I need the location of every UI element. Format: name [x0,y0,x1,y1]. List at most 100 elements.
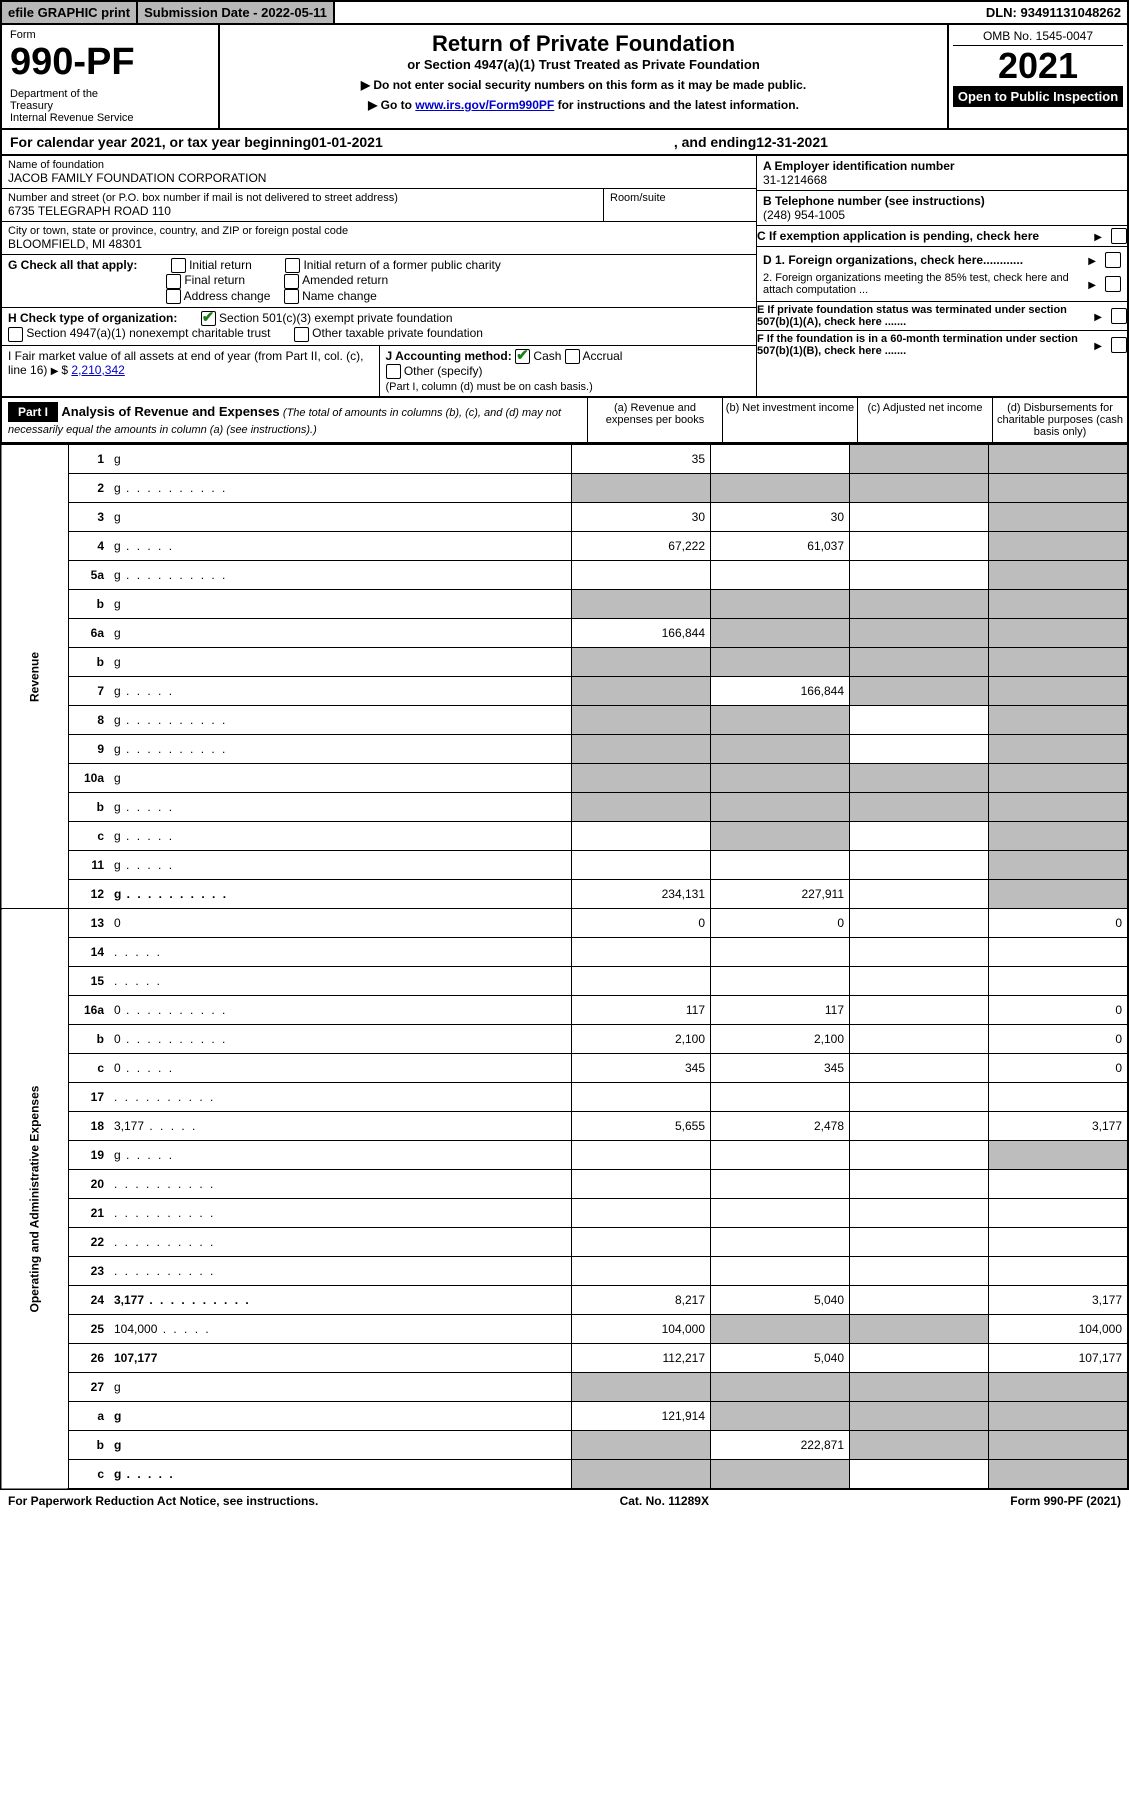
col-a-value [572,793,711,822]
col-b-value: 5,040 [711,1286,850,1315]
city-cell: City or town, state or province, country… [2,222,756,255]
col-c-value [850,996,989,1025]
line-number: 9 [69,735,110,764]
line-number: 11 [69,851,110,880]
col-c-value [850,1402,989,1431]
chk-c[interactable] [1111,228,1127,244]
line-number: 19 [69,1141,110,1170]
efile-label[interactable]: efile GRAPHIC print [2,2,138,23]
calyear-begin: 01-01-2021 [311,134,383,150]
line-description: g [109,1402,572,1431]
col-c-value [850,1460,989,1490]
col-a-head: (a) Revenue and expenses per books [587,398,722,442]
col-c-value [850,1228,989,1257]
calendar-year-row: For calendar year 2021, or tax year begi… [0,130,1129,156]
line-description: 3,177 [109,1286,572,1315]
h-cell: H Check type of organization: Section 50… [2,308,756,346]
chk-address-change[interactable] [166,289,181,304]
chk-d1[interactable] [1105,252,1121,268]
table-row: 4g67,22261,037 [1,532,1128,561]
c-label: C If exemption application is pending, c… [757,229,1039,243]
chk-501c3[interactable] [201,311,216,326]
table-row: 17 [1,1083,1128,1112]
col-c-value [850,503,989,532]
table-row: c03453450 [1,1054,1128,1083]
chk-initial-former[interactable] [285,258,300,273]
table-row: 2g [1,474,1128,503]
col-c-value [850,1170,989,1199]
col-d-value: 107,177 [989,1344,1129,1373]
col-d-value [989,938,1129,967]
col-d-value: 0 [989,1025,1129,1054]
chk-other-method[interactable] [386,364,401,379]
table-row: 183,1775,6552,4783,177 [1,1112,1128,1141]
chk-accrual[interactable] [565,349,580,364]
col-d-value [989,474,1129,503]
col-d-value [989,967,1129,996]
chk-e[interactable] [1111,308,1127,324]
g-cell: G Check all that apply: Initial return I… [2,255,756,308]
col-b-value [711,706,850,735]
line-number: 13 [69,909,110,938]
col-c-value [850,532,989,561]
e-cell: E If private foundation status was termi… [757,302,1127,331]
line-description: g [109,1431,572,1460]
col-a-value [572,648,711,677]
line-number: 25 [69,1315,110,1344]
table-row: bg [1,793,1128,822]
col-d-value [989,445,1129,474]
col-b-value: 30 [711,503,850,532]
line-description: 3,177 [109,1112,572,1141]
col-b-value [711,1460,850,1490]
col-b-value [711,735,850,764]
col-c-value [850,851,989,880]
col-c-value [850,474,989,503]
i-value[interactable]: 2,210,342 [71,363,124,377]
j-note: (Part I, column (d) must be on cash basi… [386,381,593,393]
chk-cash[interactable] [515,349,530,364]
line-number: c [69,1460,110,1490]
line-number: b [69,793,110,822]
col-b-value [711,561,850,590]
entity-right: A Employer identification number 31-1214… [757,156,1127,396]
i-cell: I Fair market value of all assets at end… [2,346,380,397]
line-description: g [109,1373,572,1402]
line-description: g [109,648,572,677]
line-description: g [109,474,572,503]
chk-f[interactable] [1111,337,1127,353]
table-row: 7g166,844 [1,677,1128,706]
col-c-head: (c) Adjusted net income [857,398,992,442]
j-label: J Accounting method: [386,349,512,363]
chk-initial-return[interactable] [171,258,186,273]
col-a-value [572,706,711,735]
col-a-value [572,1431,711,1460]
col-a-value [572,764,711,793]
line-description: 107,177 [109,1344,572,1373]
col-d-value [989,532,1129,561]
col-b-value [711,1315,850,1344]
chk-4947[interactable] [8,327,23,342]
dln-label: DLN: [986,5,1021,20]
chk-d2[interactable] [1105,276,1121,292]
instructions-link[interactable]: www.irs.gov/Form990PF [415,98,554,112]
col-c-value [850,1112,989,1141]
part1-badge: Part I [8,402,58,422]
chk-other-taxable[interactable] [294,327,309,342]
table-row: 21 [1,1199,1128,1228]
col-a-value [572,1199,711,1228]
col-d-value [989,1402,1129,1431]
line-number: b [69,1431,110,1460]
col-d-value: 0 [989,1054,1129,1083]
line-number: 21 [69,1199,110,1228]
col-b-value [711,1373,850,1402]
chk-amended[interactable] [284,274,299,289]
chk-final-return[interactable] [166,274,181,289]
part1-header-row: Part I Analysis of Revenue and Expenses … [0,398,1129,444]
dept-label: Department of theTreasuryInternal Revenu… [10,88,210,124]
chk-name-change[interactable] [284,289,299,304]
line-description: g [109,503,572,532]
col-c-value [850,706,989,735]
table-row: 22 [1,1228,1128,1257]
col-b-value: 2,100 [711,1025,850,1054]
col-d-value [989,880,1129,909]
